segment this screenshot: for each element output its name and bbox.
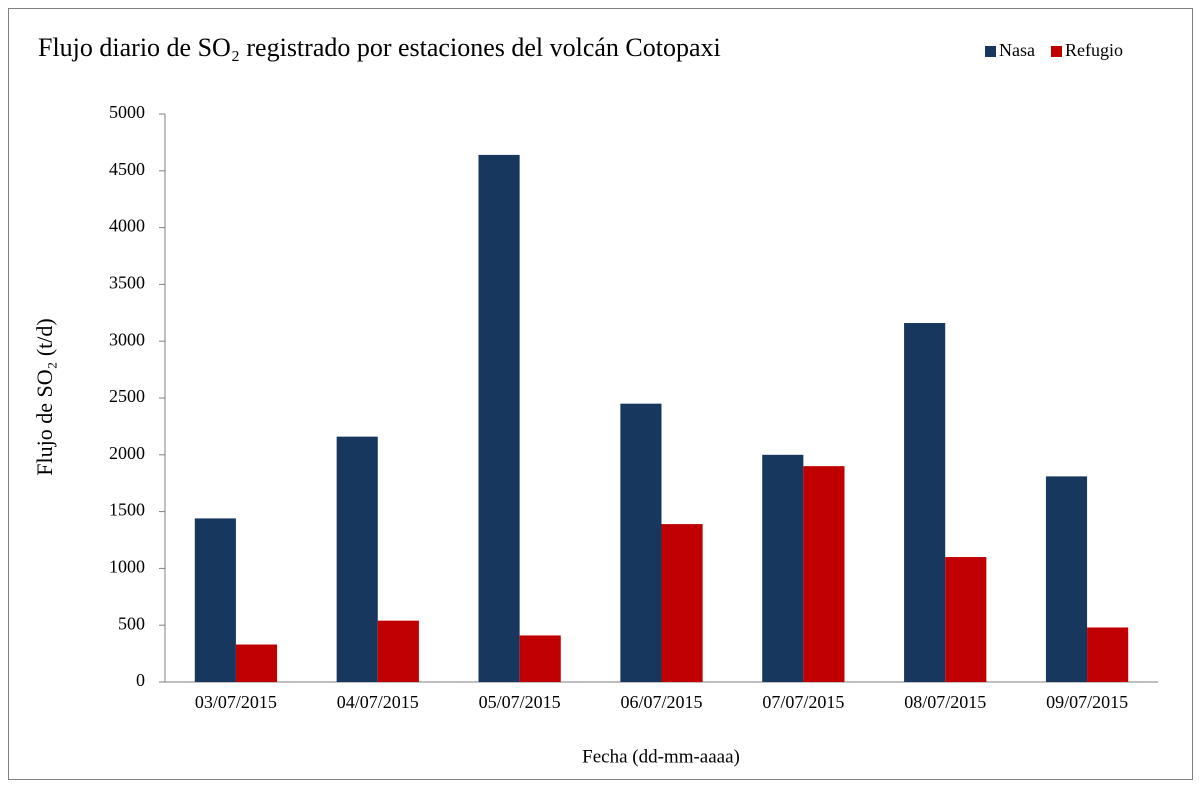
x-tick-label: 06/07/2015	[620, 692, 702, 712]
chart-title: Flujo diario de SO₂ registrado por estac…	[38, 33, 721, 62]
y-axis-label: Flujo de SO₂ (t/d)	[32, 318, 57, 475]
x-axis-label: Fecha (dd-mm-aaaa)	[582, 746, 740, 767]
bar	[620, 403, 662, 682]
bar	[661, 524, 703, 682]
bar	[904, 323, 946, 682]
x-tick-label: 05/07/2015	[479, 692, 561, 712]
chart-frame	[8, 8, 1193, 780]
legend-label: Nasa	[999, 40, 1035, 60]
bar	[945, 557, 987, 682]
y-tick-label: 1000	[109, 557, 145, 577]
legend-swatch	[1050, 46, 1062, 57]
bar	[519, 635, 561, 682]
y-tick-label: 4000	[109, 216, 145, 236]
y-tick-label: 0	[136, 670, 145, 690]
bar	[478, 154, 520, 682]
y-tick-label: 2500	[109, 386, 145, 406]
y-tick-label: 4500	[109, 159, 145, 179]
y-tick-label: 500	[118, 613, 145, 633]
x-tick-label: 04/07/2015	[337, 692, 419, 712]
x-tick-label: 03/07/2015	[195, 692, 277, 712]
x-tick-label: 09/07/2015	[1046, 692, 1128, 712]
bar	[1045, 476, 1088, 682]
bar	[803, 466, 845, 682]
bar	[336, 436, 378, 682]
y-tick-label: 1500	[109, 500, 145, 520]
y-tick-label: 3000	[109, 329, 145, 349]
y-tick-label: 5000	[109, 102, 145, 122]
bar	[1087, 627, 1129, 682]
x-tick-label: 07/07/2015	[762, 692, 844, 712]
legend-swatch	[985, 46, 996, 57]
bar	[194, 518, 236, 682]
y-tick-label: 3500	[109, 273, 145, 293]
y-tick-label: 2000	[109, 443, 145, 463]
bar	[762, 454, 804, 682]
legend-label: Refugio	[1065, 40, 1123, 60]
bar	[377, 620, 419, 682]
x-tick-label: 08/07/2015	[904, 692, 986, 712]
bar	[235, 644, 278, 682]
